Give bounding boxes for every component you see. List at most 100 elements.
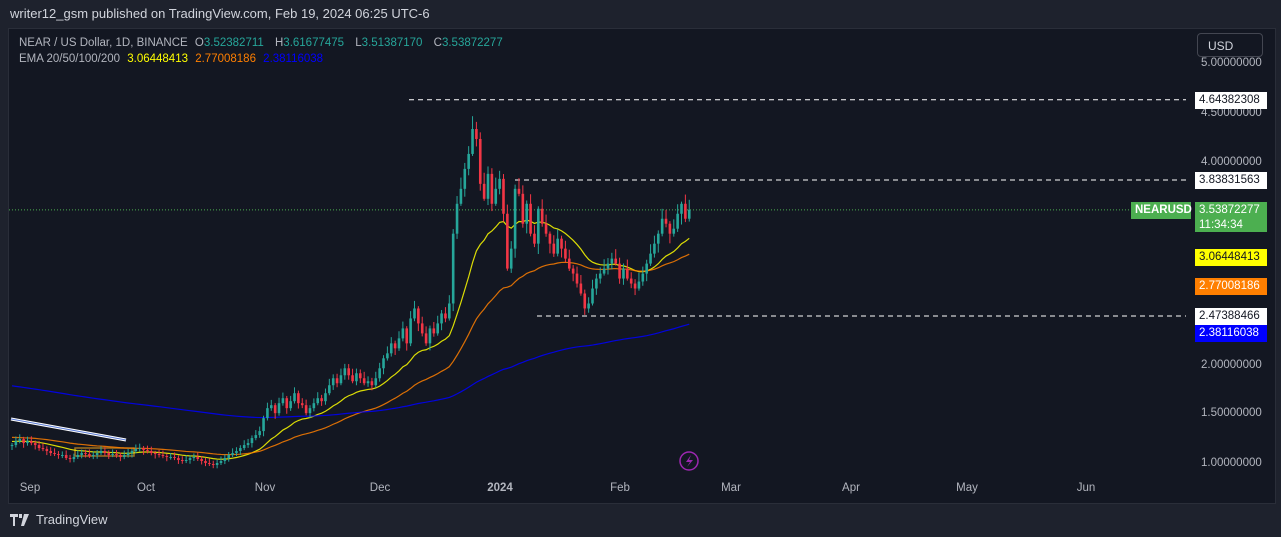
candle-body xyxy=(393,343,397,349)
currency-button[interactable]: USD xyxy=(1197,33,1263,57)
candle-body xyxy=(645,263,648,274)
candle-body xyxy=(359,373,362,379)
candle-body xyxy=(451,233,455,304)
candle-body xyxy=(521,193,525,224)
open-value: 3.52382711 xyxy=(203,37,264,49)
candle-body xyxy=(157,454,161,456)
candle-body xyxy=(153,453,157,455)
candle-body xyxy=(544,223,548,234)
candle-body xyxy=(223,458,227,462)
candle-body xyxy=(552,243,556,254)
candle-body xyxy=(30,441,33,444)
low-label: L xyxy=(355,37,362,49)
candle-body xyxy=(486,173,490,199)
candle-body xyxy=(184,460,188,462)
candle-body xyxy=(262,418,265,432)
candle-body xyxy=(444,313,447,319)
candle-body xyxy=(420,323,424,334)
chart-panel[interactable]: NEAR / US Dollar, 1D, BINANCE O3.5238271… xyxy=(8,28,1276,504)
candle-body xyxy=(676,213,679,229)
candle-body xyxy=(440,313,443,324)
x-tick: Jun xyxy=(1076,482,1096,494)
candle-body xyxy=(606,263,610,269)
candle-body xyxy=(188,458,192,461)
trend-line-drawing-inner xyxy=(10,418,127,441)
ema-50-tag: 2.77008186 xyxy=(1195,278,1267,295)
candle-body xyxy=(76,455,80,458)
candle-body xyxy=(130,451,134,454)
candle-body xyxy=(370,381,374,386)
last-price-tag: 3.53872277 11:34:34 xyxy=(1195,202,1267,232)
ema-title[interactable]: EMA 20/50/100/200 xyxy=(19,53,121,65)
candle-body xyxy=(641,273,645,282)
low-value: 3.51387170 xyxy=(361,37,423,49)
candle-body xyxy=(598,273,602,279)
candle-body xyxy=(637,281,641,289)
lightning-icon[interactable] xyxy=(679,451,699,471)
candle-body xyxy=(618,263,621,279)
candle-body xyxy=(99,451,103,454)
candle-body xyxy=(405,328,409,344)
candle-body xyxy=(664,218,668,224)
candle-body xyxy=(88,454,91,457)
candle-body xyxy=(235,451,238,454)
candle-body xyxy=(347,368,350,376)
candle-body xyxy=(37,445,41,449)
candle-body xyxy=(111,454,114,456)
price-chart[interactable] xyxy=(9,29,1275,503)
candle-body xyxy=(122,455,126,458)
candle-body xyxy=(668,223,672,234)
candle-body xyxy=(560,238,563,249)
candle-body xyxy=(614,258,618,264)
candle-body xyxy=(107,453,111,456)
price-tick: 1.00000000 xyxy=(1201,457,1262,469)
last-price: 3.53872277 xyxy=(1199,204,1260,216)
candle-body xyxy=(397,338,401,349)
candle-body xyxy=(231,453,234,456)
x-tick: May xyxy=(956,482,978,494)
candle-body xyxy=(192,457,196,459)
candle-body xyxy=(45,449,49,452)
candle-body xyxy=(672,228,676,234)
candle-body xyxy=(386,353,389,359)
candle-body xyxy=(432,328,436,334)
candle-body xyxy=(633,283,637,289)
candle-body xyxy=(653,243,656,254)
candle-body xyxy=(304,405,308,414)
candle-body xyxy=(424,333,428,344)
candle-body xyxy=(150,451,153,454)
candle-body xyxy=(622,268,625,279)
x-tick: Oct xyxy=(137,482,155,494)
candle-body xyxy=(177,458,180,461)
candle-body xyxy=(351,375,354,382)
candle-body xyxy=(540,208,544,224)
candle-body xyxy=(300,403,304,406)
candle-body xyxy=(629,278,633,284)
candle-body xyxy=(138,448,142,450)
tradingview-logo[interactable]: TradingView xyxy=(10,512,108,527)
x-tick: Apr xyxy=(842,482,860,494)
candle-body xyxy=(18,439,22,442)
high-label: H xyxy=(274,37,284,49)
candle-body xyxy=(80,453,83,456)
candle-body xyxy=(281,398,285,404)
candle-body xyxy=(246,443,250,446)
candle-body xyxy=(72,457,76,460)
candle-body xyxy=(684,203,687,219)
candle-body xyxy=(389,343,393,354)
candle-body xyxy=(208,463,211,464)
symbol-title[interactable]: NEAR / US Dollar, 1D, BINANCE xyxy=(19,37,188,49)
candle-body xyxy=(119,455,122,458)
candle-body xyxy=(211,463,215,465)
level-tag-support: 2.47388466 xyxy=(1195,308,1267,325)
candle-body xyxy=(459,188,463,204)
level-tag-resistance: 3.83831563 xyxy=(1195,172,1267,189)
candle-body xyxy=(293,393,296,402)
ema-20-value: 3.06448413 xyxy=(127,53,188,65)
candle-body xyxy=(266,408,269,419)
candle-body xyxy=(587,303,590,309)
candle-body xyxy=(219,461,223,463)
tradingview-logo-icon xyxy=(10,513,29,526)
x-tick: Feb xyxy=(610,482,630,494)
candle-body xyxy=(285,398,289,409)
